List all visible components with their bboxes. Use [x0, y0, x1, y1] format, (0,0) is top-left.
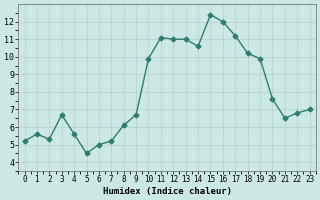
X-axis label: Humidex (Indice chaleur): Humidex (Indice chaleur)	[103, 187, 232, 196]
